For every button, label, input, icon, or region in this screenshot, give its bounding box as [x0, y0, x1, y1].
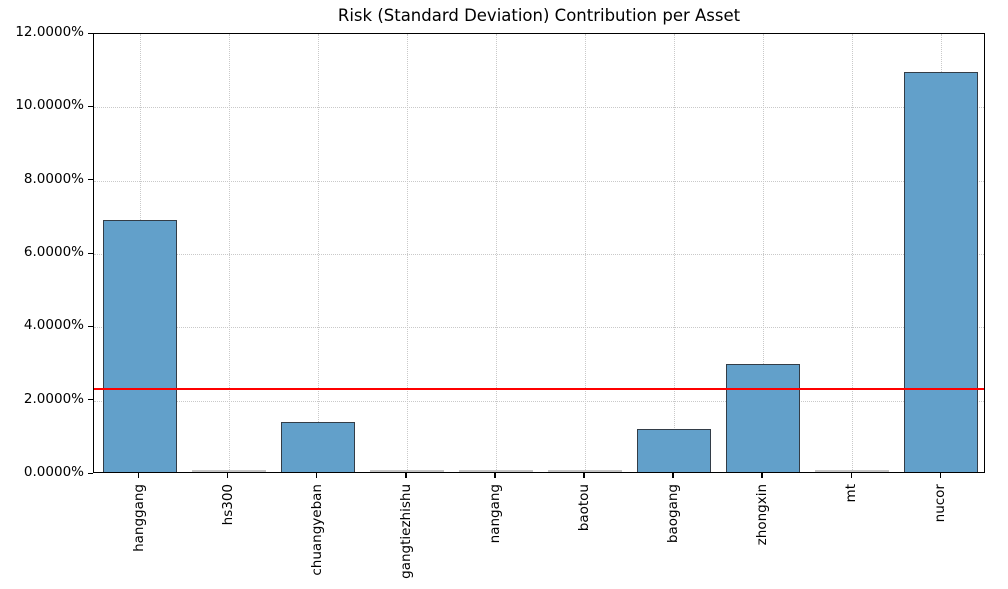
y-tick-label: 0.0000% — [23, 464, 84, 480]
x-tick-label-baotou: baotou — [575, 484, 592, 532]
y-tick-label: 8.0000% — [23, 170, 84, 187]
average-reference-line — [94, 387, 984, 391]
x-axis-tick — [494, 473, 496, 478]
x-tick-label-anchor: chuangyeban — [309, 481, 409, 576]
x-axis-tick — [850, 473, 852, 478]
x-tick-label-hanggang: hanggang — [130, 484, 147, 552]
x-tick-label-zhongxin: zhongxin — [753, 484, 770, 546]
y-axis-tick — [88, 105, 93, 108]
x-tick-label-baogang: baogang — [664, 484, 681, 544]
x-axis-tick — [227, 473, 229, 478]
x-tick-label-nucor: nucor — [932, 484, 949, 523]
vertical-gridline — [495, 34, 497, 472]
x-tick-label-anchor: baotou — [576, 481, 631, 531]
plot-area — [93, 33, 985, 473]
vertical-gridline — [673, 34, 675, 472]
y-tick-label: 12.0000% — [15, 24, 84, 40]
horizontal-gridline — [94, 327, 984, 329]
horizontal-gridline — [94, 254, 984, 255]
x-axis-tick — [138, 473, 140, 478]
y-axis-tick — [88, 179, 93, 181]
bar-nucor — [904, 71, 979, 472]
vertical-gridline — [228, 34, 230, 472]
x-tick-label-anchor: baogang — [665, 481, 732, 543]
x-tick-label-anchor: hs300 — [220, 481, 269, 525]
x-tick-label-anchor: nucor — [932, 481, 978, 522]
bar-chuangyeban — [280, 422, 355, 472]
bar-nangang — [458, 470, 533, 472]
x-tick-label-anchor: nangang — [487, 481, 554, 543]
bar-zhongxin — [725, 364, 800, 472]
y-axis-tick — [88, 252, 93, 254]
x-tick-label-anchor: hanggang — [131, 481, 207, 552]
x-tick-label-nangang: nangang — [486, 484, 503, 544]
bar-baogang — [636, 429, 711, 472]
x-axis-tick — [761, 473, 763, 478]
y-tick-label: 2.0000% — [23, 390, 84, 407]
y-tick-label: 10.0000% — [15, 97, 84, 114]
bar-baotou — [547, 470, 622, 472]
y-axis-tick — [88, 472, 93, 474]
y-tick-label: 4.0000% — [23, 317, 84, 334]
vertical-gridline — [584, 34, 586, 472]
x-tick-label-anchor: zhongxin — [754, 481, 823, 545]
x-axis-tick — [316, 473, 318, 478]
x-axis-tick — [583, 473, 585, 478]
bar-hanggang — [102, 220, 177, 472]
x-axis-tick — [939, 473, 941, 478]
x-axis-tick — [405, 473, 407, 478]
vertical-gridline — [762, 34, 764, 472]
y-axis-tick — [88, 325, 93, 328]
y-axis-tick — [88, 399, 93, 401]
x-tick-label-anchor: mt — [843, 481, 869, 502]
x-tick-label-gangtiezhishu: gangtiezhishu — [397, 484, 414, 579]
x-tick-label-mt: mt — [843, 484, 860, 503]
vertical-gridline — [852, 34, 854, 472]
horizontal-gridline — [94, 107, 984, 109]
bar-mt — [815, 470, 890, 472]
bar-hs300 — [191, 470, 266, 472]
y-axis-tick — [88, 32, 93, 34]
bar-gangtiezhishu — [369, 470, 444, 472]
horizontal-gridline — [94, 180, 984, 182]
x-axis-tick — [672, 473, 674, 478]
chart-title: Risk (Standard Deviation) Contribution p… — [337, 6, 741, 25]
x-tick-label-hs300: hs300 — [219, 484, 236, 526]
x-tick-label-chuangyeban: chuangyeban — [308, 484, 325, 576]
y-tick-label: 6.0000% — [23, 244, 84, 260]
vertical-gridline — [317, 34, 319, 472]
vertical-gridline — [406, 34, 408, 472]
horizontal-gridline — [94, 400, 984, 402]
